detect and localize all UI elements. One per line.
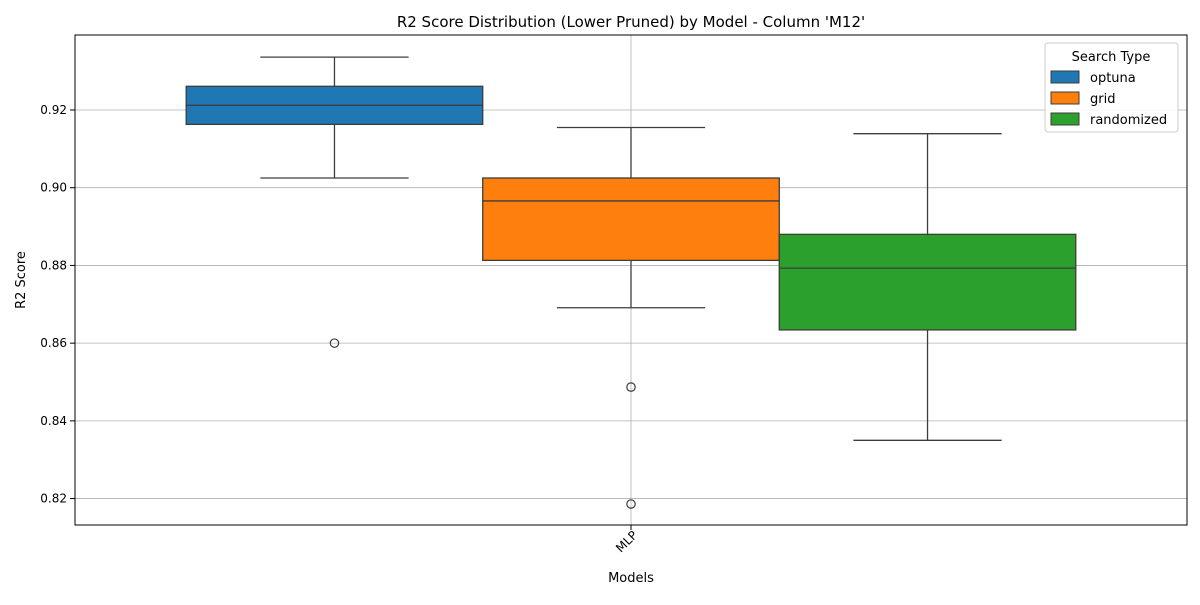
legend-title: Search Type <box>1072 50 1151 65</box>
iqr-box <box>482 177 780 262</box>
box-randomized <box>778 133 1077 441</box>
outlier-point <box>626 499 636 509</box>
y-tick-label: 0.82 <box>40 492 67 506</box>
x-tick-label: MLP <box>613 528 640 555</box>
y-tick-label: 0.84 <box>40 414 67 428</box>
legend-swatch-randomized <box>1050 112 1080 126</box>
legend: Search Type optuna grid randomized <box>1044 42 1179 133</box>
x-axis-label: Models <box>608 571 654 586</box>
legend-frame <box>1044 42 1179 133</box>
iqr-box <box>778 233 1077 331</box>
legend-label-randomized: randomized <box>1090 113 1167 128</box>
y-tick-label: 0.90 <box>40 181 67 195</box>
legend-items: optuna grid randomized <box>1050 70 1167 128</box>
y-tick-label: 0.92 <box>40 103 67 117</box>
box-optuna <box>185 56 484 348</box>
legend-label-grid: grid <box>1090 92 1115 107</box>
x-axis-ticks: MLP <box>613 525 640 555</box>
legend-label-optuna: optuna <box>1090 71 1136 86</box>
chart-title: R2 Score Distribution (Lower Pruned) by … <box>397 13 865 31</box>
box-grid <box>482 126 780 509</box>
y-tick-label: 0.88 <box>40 258 67 272</box>
y-axis-ticks: 0.82 0.84 0.86 0.88 0.90 0.92 <box>40 103 75 506</box>
legend-swatch-grid <box>1050 91 1080 105</box>
outlier-point <box>329 338 340 348</box>
y-axis-label: R2 Score <box>14 251 29 309</box>
outlier-point <box>626 382 636 392</box>
box-series <box>185 56 1077 509</box>
legend-swatch-optuna <box>1050 70 1080 84</box>
y-tick-label: 0.86 <box>40 336 67 350</box>
